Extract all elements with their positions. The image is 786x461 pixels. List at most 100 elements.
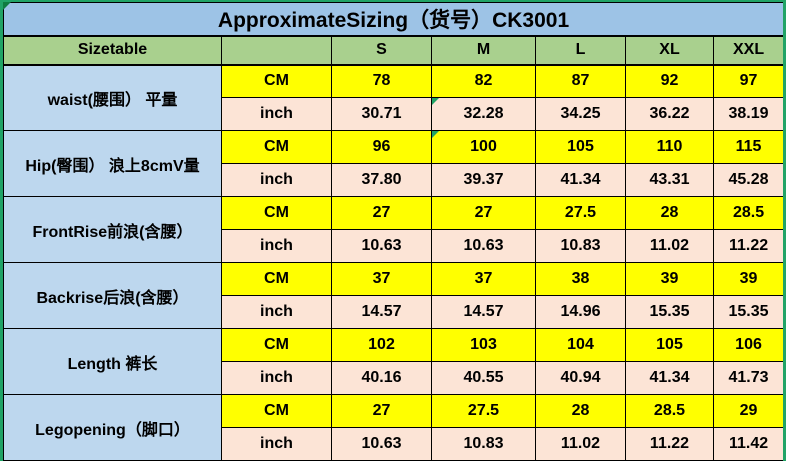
value-cell: 11.22 bbox=[712, 229, 783, 263]
value-cell: 96 bbox=[331, 130, 432, 164]
page-title: ApproximateSizing（货号）CK3001 bbox=[3, 2, 783, 37]
table-row-legopening-inch: inch 10.63 10.83 11.02 11.22 11.42 bbox=[4, 427, 783, 461]
table-row-waist-cm: waist(腰围） 平量 CM 78 82 87 92 97 bbox=[3, 64, 783, 131]
value-cell: 103 bbox=[431, 328, 536, 362]
value-cell: 27.5 bbox=[535, 196, 626, 230]
measure-label-waist: waist(腰围） 平量 bbox=[3, 64, 222, 131]
value-cell: 82 bbox=[431, 64, 536, 98]
value-cell: 106 bbox=[712, 328, 783, 362]
measure-label-frontrise: FrontRise前浪(含腰） bbox=[3, 196, 222, 263]
unit-cell: inch bbox=[221, 427, 332, 461]
value-cell: 40.94 bbox=[535, 361, 626, 395]
value-cell: 30.71 bbox=[331, 97, 432, 131]
size-header-l: L bbox=[535, 35, 626, 66]
measure-label-legopening: Legopening（脚口） bbox=[3, 394, 222, 461]
value-cell: 14.57 bbox=[331, 295, 432, 329]
value-cell: 27.5 bbox=[431, 394, 536, 428]
value-cell: 27 bbox=[331, 196, 432, 230]
value-cell: 92 bbox=[625, 64, 714, 98]
value-cell: 78 bbox=[331, 64, 432, 98]
table-row-waist-inch: inch 30.71 32.28 34.25 36.22 38.19 bbox=[4, 97, 783, 131]
value-cell: 97 bbox=[712, 64, 783, 98]
value-cell: 11.42 bbox=[712, 427, 783, 461]
unit-header-cell bbox=[221, 35, 332, 66]
header-row: Sizetable S M L XL XXL bbox=[3, 35, 783, 66]
unit-cell: inch bbox=[221, 295, 332, 329]
value-cell: 32.28 bbox=[431, 97, 536, 131]
title-row: ApproximateSizing（货号）CK3001 bbox=[3, 2, 783, 37]
value-cell: 11.22 bbox=[625, 427, 714, 461]
value-cell: 39 bbox=[712, 262, 783, 296]
sizetable-header: Sizetable bbox=[3, 35, 222, 66]
value-cell: 37 bbox=[431, 262, 536, 296]
value-cell: 100 bbox=[431, 130, 536, 164]
value-cell: 27 bbox=[431, 196, 536, 230]
value-cell: 14.57 bbox=[431, 295, 536, 329]
value-cell: 39 bbox=[625, 262, 714, 296]
value-cell: 115 bbox=[712, 130, 783, 164]
value-cell: 105 bbox=[535, 130, 626, 164]
table-row-frontrise-cm: FrontRise前浪(含腰） CM 27 27 27.5 28 28.5 bbox=[3, 196, 783, 263]
table-row-hip-cm: Hip(臀围） 浪上8cmV量 CM 96 100 105 110 115 bbox=[3, 130, 783, 197]
value-cell: 27 bbox=[331, 394, 432, 428]
value-cell: 38.19 bbox=[712, 97, 783, 131]
unit-cell: CM bbox=[221, 262, 332, 296]
size-header-m: M bbox=[431, 35, 536, 66]
unit-cell: CM bbox=[221, 64, 332, 98]
unit-cell: inch bbox=[221, 361, 332, 395]
size-header-s: S bbox=[331, 35, 432, 66]
value-cell: 87 bbox=[535, 64, 626, 98]
unit-cell: CM bbox=[221, 328, 332, 362]
value-cell: 105 bbox=[625, 328, 714, 362]
value-cell: 36.22 bbox=[625, 97, 714, 131]
value-cell: 39.37 bbox=[431, 163, 536, 197]
table-row-legopening-cm: Legopening（脚口） CM 27 27.5 28 28.5 29 bbox=[3, 394, 783, 461]
value-cell: 34.25 bbox=[535, 97, 626, 131]
value-cell: 45.28 bbox=[712, 163, 783, 197]
value-cell: 102 bbox=[331, 328, 432, 362]
unit-cell: inch bbox=[221, 229, 332, 263]
unit-cell: inch bbox=[221, 163, 332, 197]
sheet-corner-marker-icon bbox=[3, 2, 11, 10]
value-cell: 11.02 bbox=[625, 229, 714, 263]
unit-cell: CM bbox=[221, 130, 332, 164]
unit-cell: CM bbox=[221, 394, 332, 428]
table-row-frontrise-inch: inch 10.63 10.63 10.83 11.02 11.22 bbox=[4, 229, 783, 263]
value-cell: 41.34 bbox=[535, 163, 626, 197]
value-cell: 38 bbox=[535, 262, 626, 296]
value-cell: 10.83 bbox=[535, 229, 626, 263]
value-cell: 43.31 bbox=[625, 163, 714, 197]
value-cell: 10.83 bbox=[431, 427, 536, 461]
value-cell: 41.34 bbox=[625, 361, 714, 395]
value-cell: 29 bbox=[712, 394, 783, 428]
measure-label-length: Length 裤长 bbox=[3, 328, 222, 395]
size-table: ApproximateSizing（货号）CK3001 Sizetable S … bbox=[3, 2, 783, 461]
measure-label-backrise: Backrise后浪(含腰） bbox=[3, 262, 222, 329]
value-cell: 37.80 bbox=[331, 163, 432, 197]
value-cell: 40.55 bbox=[431, 361, 536, 395]
size-header-xl: XL bbox=[625, 35, 714, 66]
value-cell: 10.63 bbox=[431, 229, 536, 263]
value-cell: 40.16 bbox=[331, 361, 432, 395]
table-row-backrise-inch: inch 14.57 14.57 14.96 15.35 15.35 bbox=[4, 295, 783, 329]
value-cell: 28.5 bbox=[625, 394, 714, 428]
value-cell: 15.35 bbox=[712, 295, 783, 329]
value-cell: 10.63 bbox=[331, 427, 432, 461]
unit-cell: inch bbox=[221, 97, 332, 131]
value-cell: 28 bbox=[625, 196, 714, 230]
measure-label-hip: Hip(臀围） 浪上8cmV量 bbox=[3, 130, 222, 197]
value-cell: 10.63 bbox=[331, 229, 432, 263]
size-header-xxl: XXL bbox=[712, 35, 783, 66]
table-row-backrise-cm: Backrise后浪(含腰） CM 37 37 38 39 39 bbox=[3, 262, 783, 329]
value-cell: 110 bbox=[625, 130, 714, 164]
value-cell: 14.96 bbox=[535, 295, 626, 329]
table-row-length-inch: inch 40.16 40.55 40.94 41.34 41.73 bbox=[4, 361, 783, 395]
value-cell: 28.5 bbox=[712, 196, 783, 230]
table-row-length-cm: Length 裤长 CM 102 103 104 105 106 bbox=[3, 328, 783, 395]
value-cell: 11.02 bbox=[535, 427, 626, 461]
value-cell: 37 bbox=[331, 262, 432, 296]
value-cell: 28 bbox=[535, 394, 626, 428]
value-cell: 15.35 bbox=[625, 295, 714, 329]
value-cell: 41.73 bbox=[712, 361, 783, 395]
